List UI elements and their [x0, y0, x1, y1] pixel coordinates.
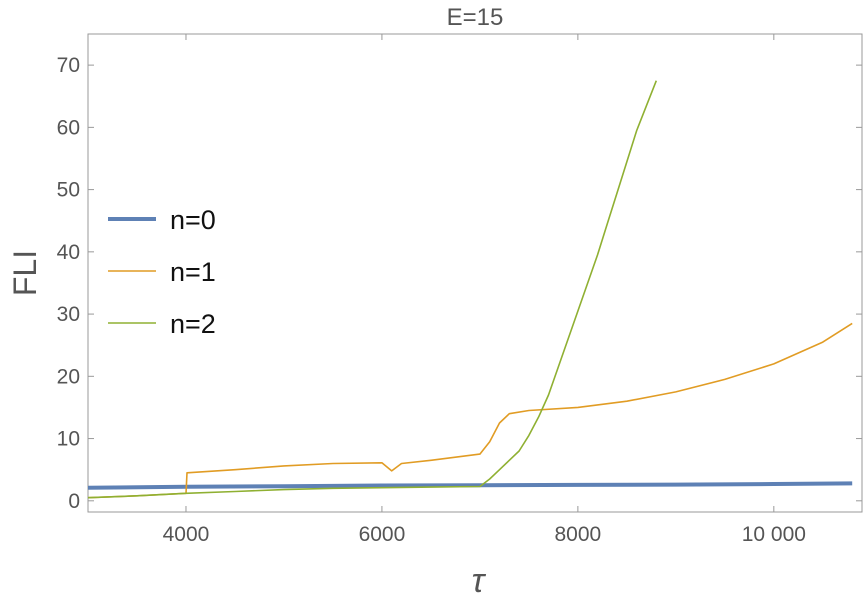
legend-label: n=1 [170, 257, 216, 287]
x-axis-ticks: 4000 6000 8000 10 000 [163, 34, 806, 546]
x-axis-label: τ [472, 562, 487, 600]
legend-label: n=2 [170, 309, 216, 339]
legend-label: n=0 [170, 205, 216, 235]
y-axis-label: FLI [7, 250, 43, 296]
y-axis-ticks: 0 10 20 30 40 50 60 70 [57, 54, 862, 513]
series-line-n=0 [87, 481, 853, 490]
x-tick-label: 8000 [555, 523, 602, 546]
y-tick-label: 10 [57, 428, 80, 451]
y-tick-label: 20 [57, 365, 80, 388]
plot-frame [87, 33, 863, 513]
legend: n=0 n=1 n=2 [108, 205, 216, 339]
series-line-n=2 [87, 80, 658, 499]
x-tick-label: 4000 [163, 523, 210, 546]
series-line-n=1 [87, 322, 853, 499]
y-tick-label: 40 [57, 241, 80, 264]
x-tick-label: 6000 [359, 523, 406, 546]
x-tick-label: 10 000 [742, 523, 806, 546]
y-tick-label: 30 [57, 303, 80, 326]
y-tick-label: 70 [57, 54, 80, 77]
series-lines [87, 80, 853, 499]
y-tick-label: 60 [57, 116, 80, 139]
y-tick-label: 50 [57, 179, 80, 202]
chart-title: E=15 [447, 4, 504, 31]
y-tick-label: 0 [68, 490, 80, 513]
